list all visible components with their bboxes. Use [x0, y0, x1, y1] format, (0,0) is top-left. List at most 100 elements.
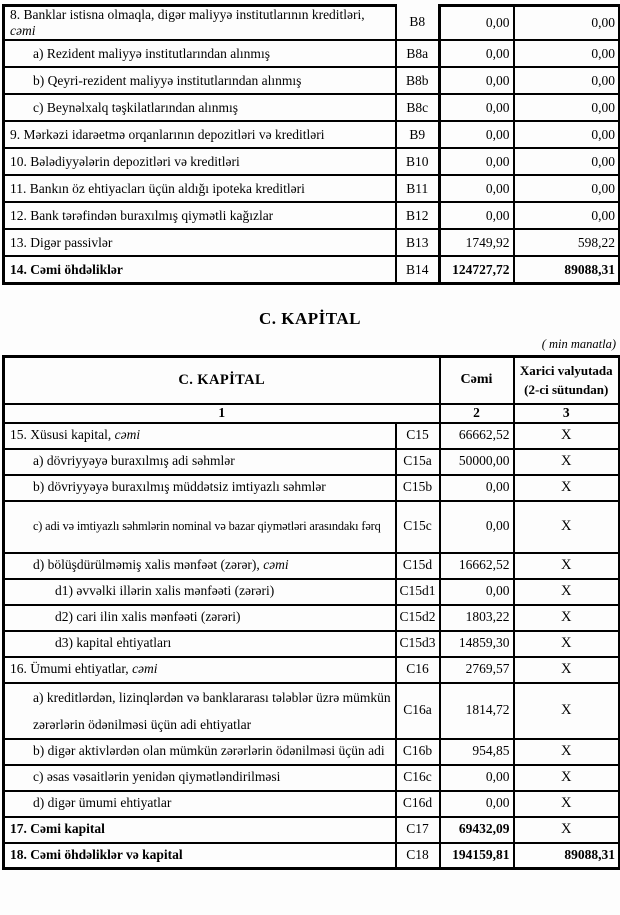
- row-label-italic-suffix: cəmi: [114, 427, 141, 443]
- row-label: b) dövriyyəyə buraxılmış müddətsiz imtiy…: [2, 473, 397, 502]
- row-code: C15c: [394, 499, 441, 554]
- row-total-value: 0,00: [438, 174, 515, 204]
- row-code: B12: [394, 201, 441, 231]
- table-row: a) Rezident maliyyə institutlarından alı…: [2, 39, 620, 69]
- row-foreign-value: 598,22: [512, 228, 620, 258]
- table-row: 13. Digər passivlər B13 1749,92 598,22: [2, 228, 620, 258]
- row-label: 14. Cəmi öhdəliklər: [2, 255, 397, 285]
- row-code: C15d3: [394, 629, 441, 658]
- row-label: 11. Bankın öz ehtiyacları üçün aldığı ip…: [2, 174, 397, 204]
- row-label: d1) əvvəlki illərin xalis mənfəəti (zərə…: [2, 577, 397, 606]
- column-number-row: 1 2 3: [2, 403, 620, 424]
- row-code: B8c: [394, 93, 441, 123]
- table-row: b) Qeyri-rezident maliyyə institutlarınd…: [2, 66, 620, 96]
- row-label: 10. Bələdiyyələrin depozitləri və kredit…: [2, 147, 397, 177]
- row-code: B11: [394, 174, 441, 204]
- row-label: 12. Bank tərəfindən buraxılmış qiymətli …: [2, 201, 397, 231]
- row-total-value: 0,00: [438, 499, 515, 554]
- row-foreign-value: 0,00: [512, 66, 620, 96]
- row-foreign-value: 0,00: [512, 174, 620, 204]
- row-label: d) digər ümumi ehtiyatlar: [2, 789, 397, 818]
- table-row: b) dövriyyəyə buraxılmış müddətsiz imtiy…: [2, 473, 620, 502]
- row-foreign-value: X: [512, 629, 620, 658]
- row-foreign-value: X: [512, 655, 620, 684]
- table-row: 8. Banklar istisna olmaqla, digər maliyy…: [2, 4, 620, 42]
- header-foreign-line1: Xarici valyutada: [519, 362, 613, 378]
- row-code: C16: [394, 655, 441, 684]
- row-foreign-value: 89088,31: [512, 841, 620, 871]
- row-label-italic-suffix: cəmi: [10, 23, 36, 39]
- table-row: 10. Bələdiyyələrin depozitləri və kredit…: [2, 147, 620, 177]
- row-foreign-value: X: [512, 473, 620, 502]
- row-total-value: 66662,52: [438, 421, 515, 450]
- table-row: 11. Bankın öz ehtiyacları üçün aldığı ip…: [2, 174, 620, 204]
- row-total-value: 0,00: [438, 4, 515, 42]
- table-row: 9. Mərkəzi idarəetmə orqanlarının depozi…: [2, 120, 620, 150]
- table-row: c) adi və imtiyazlı səhmlərin nominal və…: [2, 499, 620, 554]
- row-code: C15d2: [394, 603, 441, 632]
- row-code: C16c: [394, 763, 441, 792]
- column-number-1: 1: [2, 403, 441, 424]
- row-foreign-value: 0,00: [512, 93, 620, 123]
- header-section-title: C. KAPİTAL: [2, 354, 441, 406]
- row-label: c) adi və imtiyazlı səhmlərin nominal və…: [2, 499, 397, 554]
- row-total-value: 0,00: [438, 201, 515, 231]
- table-row: 12. Bank tərəfindən buraxılmış qiymətli …: [2, 201, 620, 231]
- table-row: a) dövriyyəyə buraxılmış adi səhmlər C15a…: [2, 447, 620, 476]
- row-foreign-value: 0,00: [512, 120, 620, 150]
- row-code: B10: [394, 147, 441, 177]
- row-foreign-value: X: [512, 815, 620, 844]
- row-total-value: 0,00: [438, 147, 515, 177]
- row-total-value: 1814,72: [438, 681, 515, 740]
- row-foreign-value: 0,00: [512, 4, 620, 42]
- table-row: 16. Ümumi ehtiyatlar, cəmi C16 2769,57 X: [2, 655, 620, 684]
- table-row: c) əsas vəsaitlərin yenidən qiymətləndir…: [2, 763, 620, 792]
- row-code: C15a: [394, 447, 441, 476]
- row-code: B8b: [394, 66, 441, 96]
- row-code: C16a: [394, 681, 441, 740]
- row-label: b) digər aktivlərdən olan mümkün zərərlə…: [2, 737, 397, 766]
- column-number-2: 2: [438, 403, 515, 424]
- row-foreign-value: X: [512, 577, 620, 606]
- row-label: 15. Xüsusi kapital, cəmi: [2, 421, 397, 450]
- table-row: c) Beynəlxalq təşkilatlarından alınmış B8…: [2, 93, 620, 123]
- row-total-value: 194159,81: [438, 841, 515, 871]
- row-total-value: 0,00: [438, 763, 515, 792]
- row-code: B13: [394, 228, 441, 258]
- row-total-value: 16662,52: [438, 551, 515, 580]
- row-total-value: 69432,09: [438, 815, 515, 844]
- header-foreign-column: Xarici valyutada (2-ci sütundan): [512, 354, 620, 406]
- row-label: 9. Mərkəzi idarəetmə orqanlarının depozi…: [2, 120, 397, 150]
- row-label: a) Rezident maliyyə institutlarından alı…: [2, 39, 397, 69]
- row-foreign-value: X: [512, 551, 620, 580]
- row-total-value: 0,00: [438, 93, 515, 123]
- row-foreign-value: X: [512, 789, 620, 818]
- row-total-value: 50000,00: [438, 447, 515, 476]
- table-row: 14. Cəmi öhdəliklər B14 124727,72 89088,31: [2, 255, 620, 285]
- row-total-value: 0,00: [438, 39, 515, 69]
- row-code: C15: [394, 421, 441, 450]
- row-total-value: 0,00: [438, 120, 515, 150]
- row-label-italic-suffix: cəmi: [263, 557, 289, 573]
- row-code: B8: [394, 5, 441, 42]
- row-label: a) dövriyyəyə buraxılmış adi səhmlər: [2, 447, 397, 476]
- row-label: d) bölüşdürülməmiş xalis mənfəət (zərər)…: [2, 551, 397, 580]
- table-row: b) digər aktivlərdən olan mümkün zərərlə…: [2, 737, 620, 766]
- section-title: C. KAPİTAL: [259, 308, 361, 328]
- row-code: B9: [394, 120, 441, 150]
- table-row: 18. Cəmi öhdəliklər və kapital C18 194159,…: [2, 841, 620, 871]
- table-row: d) digər ümumi ehtiyatlar C16d 0,00 X: [2, 789, 620, 818]
- row-code: C17: [394, 815, 441, 844]
- row-code: C18: [394, 841, 441, 871]
- row-code: B8a: [394, 39, 441, 69]
- table-row: d2) cari ilin xalis mənfəəti (zərəri) C15…: [2, 603, 620, 632]
- table-row: d1) əvvəlki illərin xalis mənfəəti (zərə…: [2, 577, 620, 606]
- row-total-value: 14859,30: [438, 629, 515, 658]
- column-number-3: 3: [512, 403, 620, 424]
- row-code: B14: [394, 255, 441, 285]
- row-total-value: 124727,72: [438, 255, 515, 285]
- row-foreign-value: X: [512, 499, 620, 554]
- row-total-value: 0,00: [438, 577, 515, 606]
- table-row: 17. Cəmi kapital C17 69432,09 X: [2, 815, 620, 844]
- row-code: C15b: [394, 473, 441, 502]
